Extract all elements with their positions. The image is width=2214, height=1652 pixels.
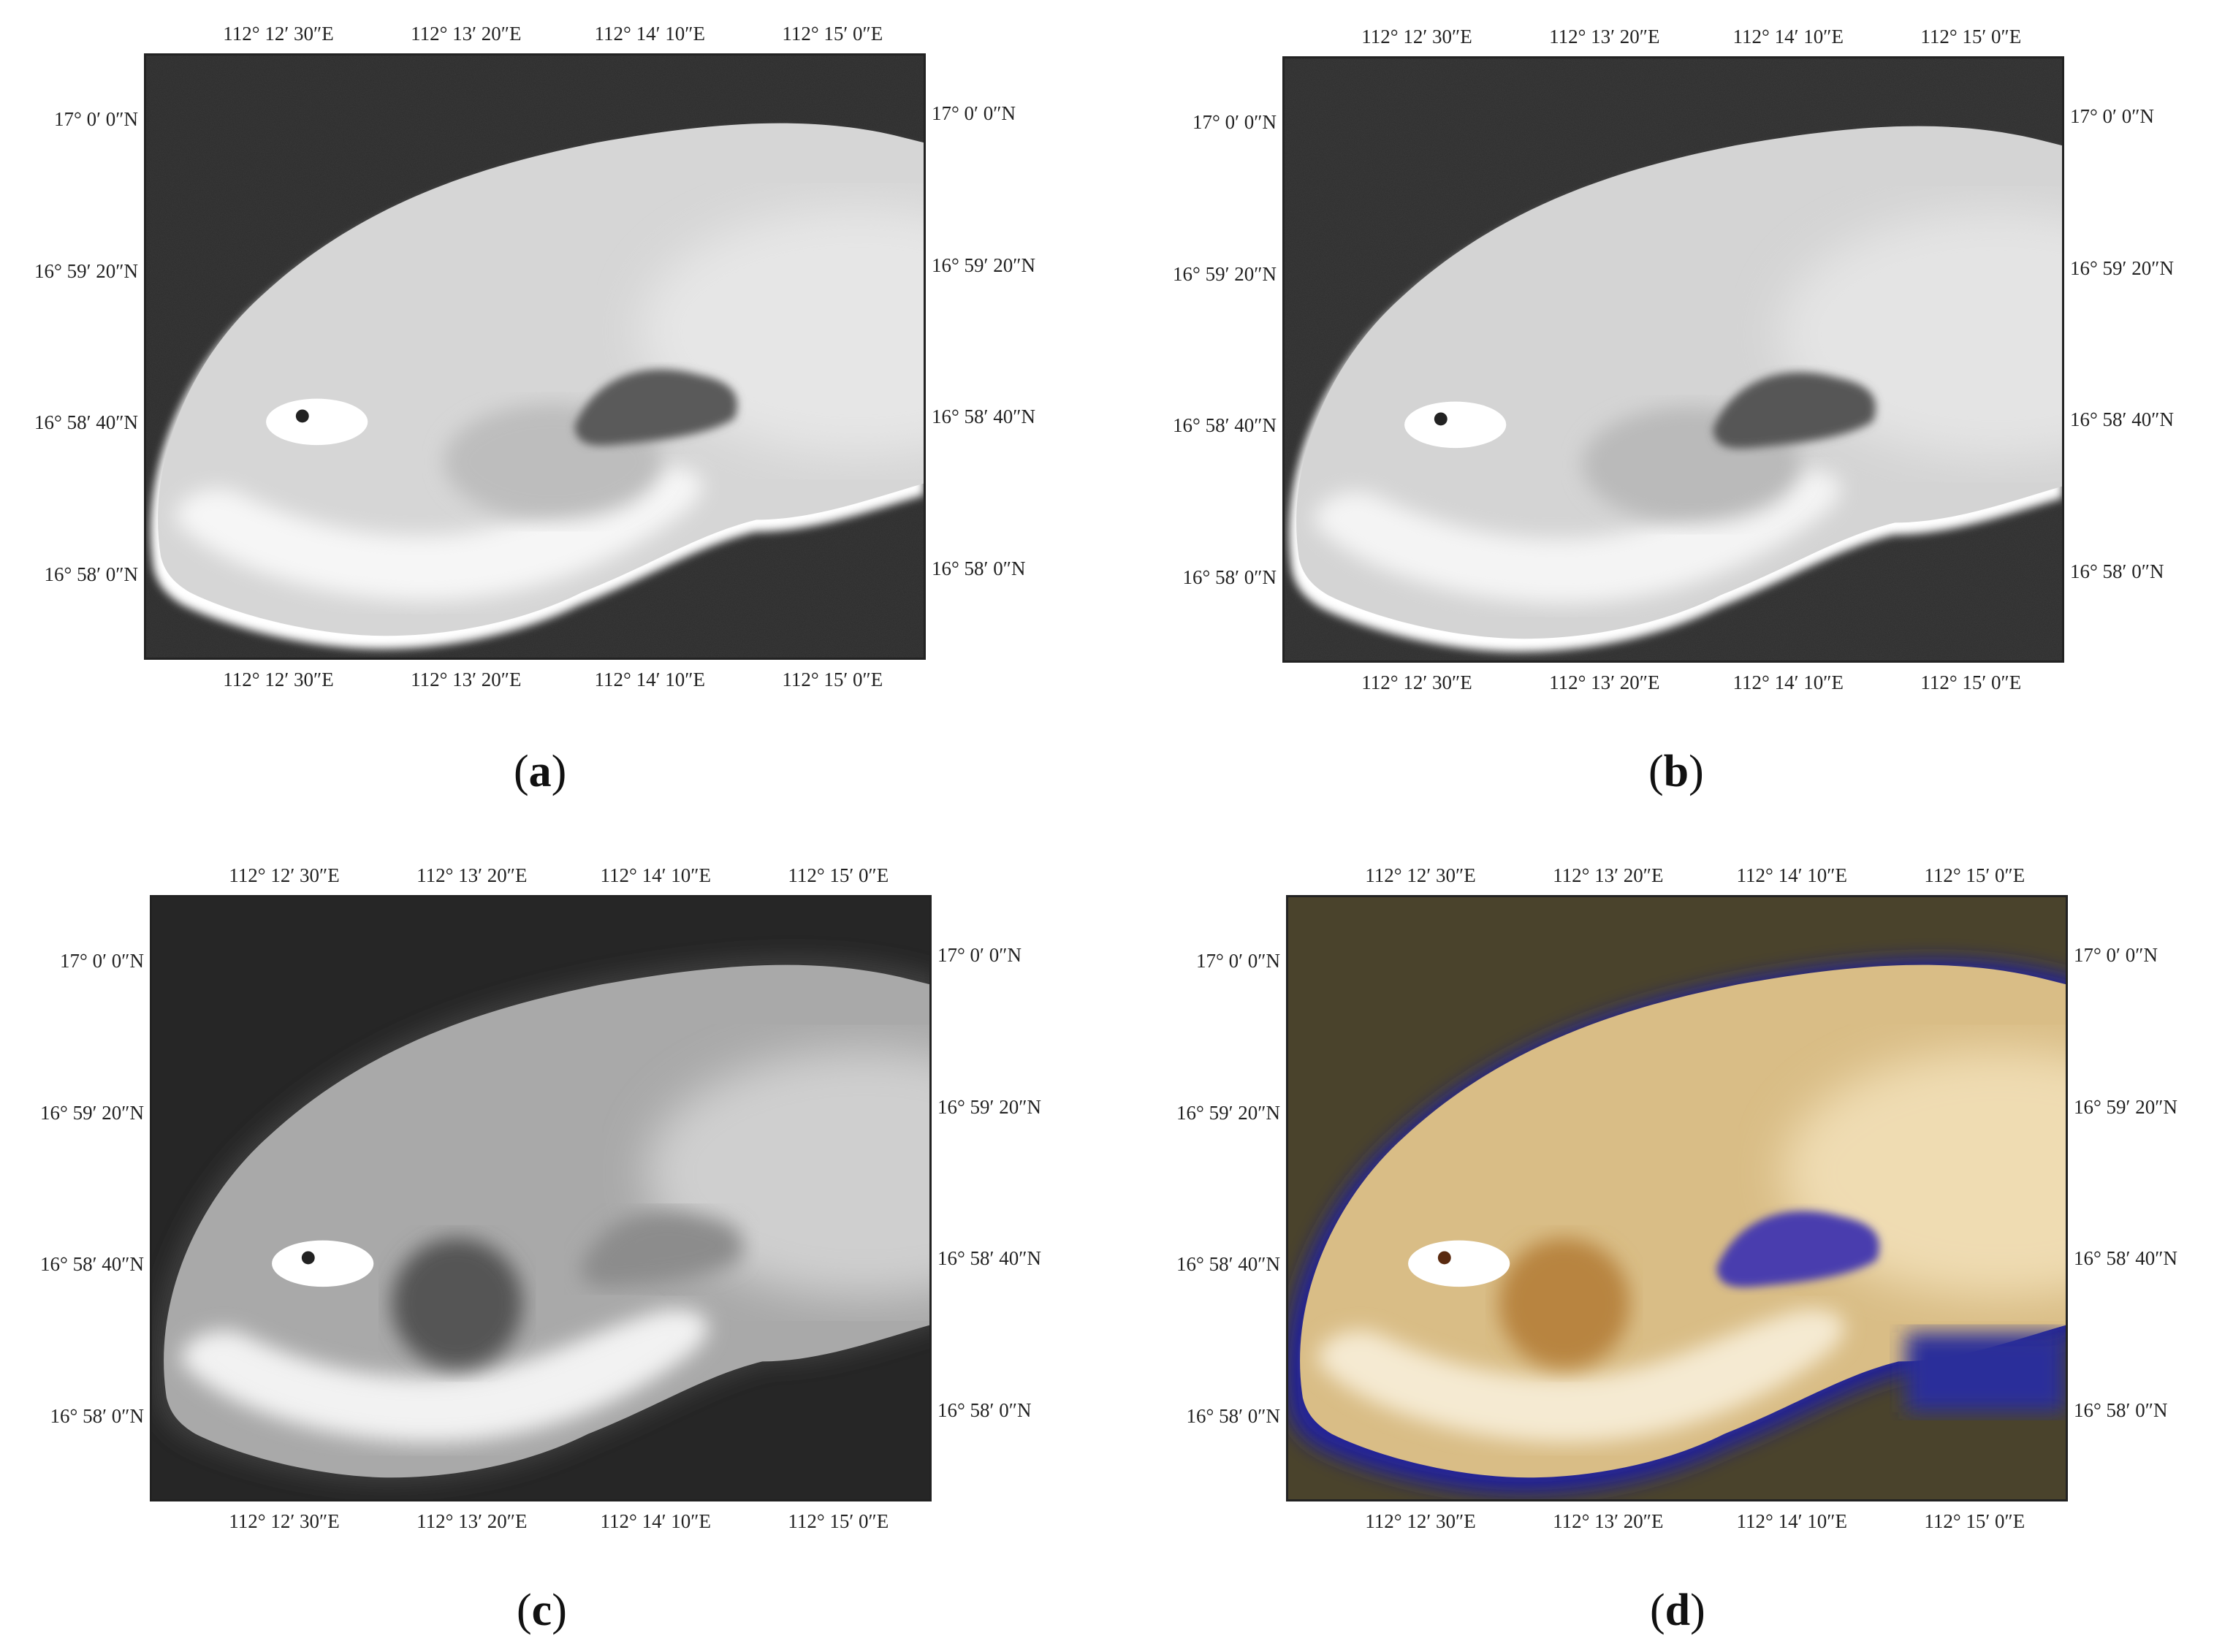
lat-tick-right: 16° 59′ 20″N [937,1095,1041,1118]
lon-tick-top: 112° 14′ 10″E [594,23,705,45]
lon-tick-bottom: 112° 12′ 30″E [1361,671,1472,693]
lon-tick-bottom: 112° 13′ 20″E [1553,1510,1664,1532]
map-image-d [1288,897,2066,1499]
lon-tick-bottom: 112° 15′ 0″E [1924,1510,2025,1532]
panel-label-c: (c) [517,1586,567,1635]
lon-tick-bottom: 112° 14′ 10″E [594,669,705,690]
map-frame-b [1282,56,2064,663]
map-frame-a [144,53,926,660]
lat-tick-left: 17° 0′ 0″N [60,950,144,972]
lat-tick-right: 16° 58′ 40″N [2070,408,2174,430]
panel-label-d: (d) [1650,1586,1705,1635]
lat-tick-right: 16° 58′ 0″N [932,557,1026,579]
lat-tick-right: 16° 58′ 40″N [932,406,1035,427]
lon-tick-top: 112° 12′ 30″E [229,864,340,886]
lon-tick-bottom: 112° 14′ 10″E [1732,671,1844,693]
lon-tick-bottom: 112° 14′ 10″E [600,1510,711,1532]
lat-tick-right: 17° 0′ 0″N [937,944,1022,966]
lon-tick-top: 112° 15′ 0″E [788,864,889,886]
lon-tick-bottom: 112° 13′ 20″E [411,669,522,690]
lat-tick-left: 16° 58′ 0″N [44,563,138,585]
map-frame-d [1286,895,2068,1501]
lat-tick-right: 17° 0′ 0″N [2070,105,2154,127]
lat-tick-left: 16° 59′ 20″N [40,1101,144,1124]
lat-tick-left: 16° 58′ 0″N [1182,566,1277,588]
map-image-c [152,897,929,1499]
lon-tick-bottom: 112° 15′ 0″E [782,669,883,690]
lon-tick-top: 112° 12′ 30″E [1365,864,1476,886]
lat-tick-right: 16° 59′ 20″N [2070,256,2174,279]
lat-tick-left: 16° 58′ 0″N [1186,1404,1280,1427]
lat-tick-left: 17° 0′ 0″N [54,108,138,131]
lat-tick-right: 17° 0′ 0″N [932,102,1016,124]
lat-tick-right: 16° 58′ 0″N [2074,1398,2168,1421]
lat-tick-left: 16° 59′ 20″N [1176,1101,1280,1124]
lon-tick-top: 112° 14′ 10″E [1732,26,1844,47]
lon-tick-top: 112° 15′ 0″E [1924,864,2025,886]
lon-tick-bottom: 112° 12′ 30″E [229,1510,340,1532]
lon-tick-bottom: 112° 14′ 10″E [1736,1510,1847,1532]
lon-tick-top: 112° 12′ 30″E [223,23,334,45]
lon-tick-bottom: 112° 15′ 0″E [1920,671,2022,693]
lat-tick-right: 16° 58′ 0″N [2070,560,2164,582]
lon-tick-top: 112° 13′ 20″E [411,23,522,45]
panel-label-b: (b) [1648,747,1704,796]
lat-tick-left: 16° 58′ 40″N [1176,1253,1280,1276]
lon-tick-bottom: 112° 15′ 0″E [788,1510,889,1532]
map-frame-c [150,895,932,1501]
lat-tick-left: 17° 0′ 0″N [1196,950,1280,972]
lat-tick-right: 16° 58′ 0″N [937,1398,1032,1421]
lon-tick-top: 112° 14′ 10″E [1736,864,1847,886]
lon-tick-top: 112° 14′ 10″E [600,864,711,886]
lon-tick-top: 112° 13′ 20″E [1549,26,1660,47]
lat-tick-left: 16° 58′ 0″N [50,1404,144,1427]
lat-tick-left: 16° 59′ 20″N [34,259,138,282]
lon-tick-top: 112° 12′ 30″E [1361,26,1472,47]
lon-tick-bottom: 112° 13′ 20″E [1549,671,1660,693]
lat-tick-right: 17° 0′ 0″N [2074,944,2158,966]
map-image-a [146,56,924,658]
lon-tick-bottom: 112° 13′ 20″E [416,1510,528,1532]
lat-tick-right: 16° 58′ 40″N [937,1247,1041,1269]
lat-tick-right: 16° 59′ 20″N [2074,1095,2177,1118]
lon-tick-top: 112° 15′ 0″E [782,23,883,45]
lon-tick-top: 112° 13′ 20″E [416,864,528,886]
lat-tick-left: 17° 0′ 0″N [1192,111,1277,134]
lat-tick-left: 16° 58′ 40″N [1173,414,1277,437]
panel-label-a: (a) [514,747,567,796]
lat-tick-right: 16° 59′ 20″N [932,254,1035,276]
lon-tick-top: 112° 15′ 0″E [1920,26,2022,47]
lat-tick-left: 16° 58′ 40″N [34,411,138,434]
map-image-b [1285,58,2062,661]
lon-tick-top: 112° 13′ 20″E [1553,864,1664,886]
lat-tick-left: 16° 58′ 40″N [40,1253,144,1276]
lon-tick-bottom: 112° 12′ 30″E [223,669,334,690]
lat-tick-left: 16° 59′ 20″N [1173,262,1277,285]
lat-tick-right: 16° 58′ 40″N [2074,1247,2177,1269]
lon-tick-bottom: 112° 12′ 30″E [1365,1510,1476,1532]
